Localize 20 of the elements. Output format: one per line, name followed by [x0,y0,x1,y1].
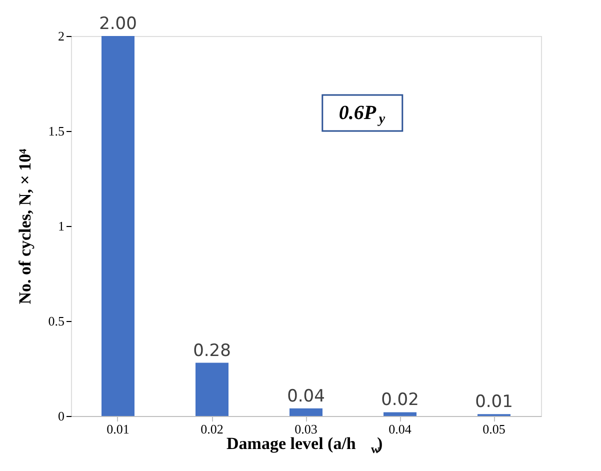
y-tick-label: 1 [58,218,64,234]
x-tick-label: 0.02 [200,422,224,436]
y-tick-label: 0 [58,408,64,424]
y-tick-label: 2 [58,28,64,44]
data-label: 0.04 [287,386,325,406]
bar [384,412,416,416]
x-tick-label: 0.04 [388,422,412,436]
x-tick-label: 0.05 [482,422,506,436]
bar [196,362,228,416]
data-label: 0.02 [381,390,419,410]
data-label: 0.28 [193,340,231,361]
y-axis-title: No. of cycles, N, × 10⁴ [15,148,34,304]
data-label: 2.00 [99,14,137,34]
x-tick-label: 0.03 [294,422,318,436]
y-tick-label: 1.5 [48,124,64,138]
bar [102,36,134,416]
x-tick-label: 0.01 [106,422,130,436]
bar [290,408,322,416]
data-label: 0.01 [475,392,513,412]
y-tick-label: 0.5 [48,314,64,328]
